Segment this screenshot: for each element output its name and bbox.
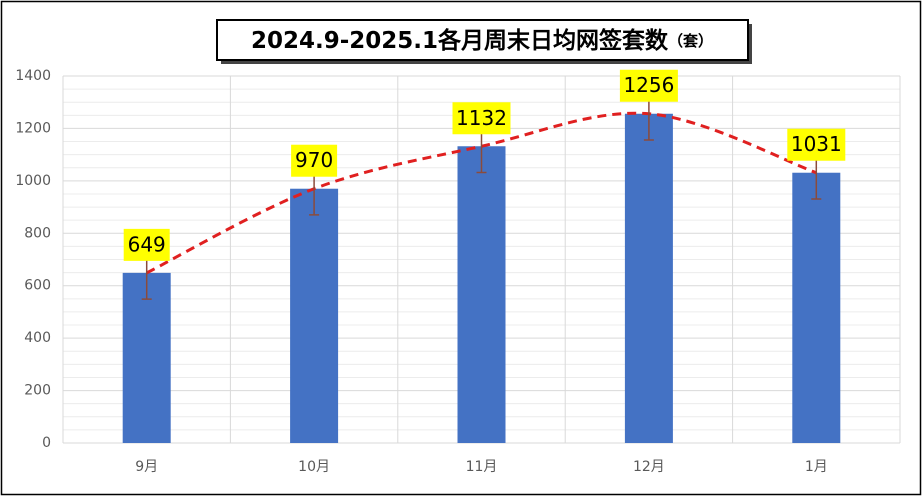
bar: [457, 146, 506, 444]
x-tick-label: 11月: [466, 459, 498, 475]
y-tick-label: 600: [24, 278, 51, 294]
value-label-bg: [787, 128, 846, 161]
x-tick-label: 9月: [135, 459, 158, 475]
title-box: [216, 19, 749, 61]
value-label-bg: [123, 228, 170, 261]
chart-title: 2024.9-2025.1各月周末日均网签套数（套）: [251, 27, 713, 54]
y-tick-label: 800: [24, 225, 51, 241]
x-tick-label: 10月: [298, 459, 330, 475]
y-tick-label: 200: [24, 383, 51, 399]
title-text: 2024.9-2025.1各月周末日均网签套数: [251, 27, 669, 54]
value-label-bg: [619, 69, 678, 102]
y-tick-label: 0: [42, 435, 51, 451]
value-label: 649: [128, 232, 166, 256]
y-tick-label: 1200: [15, 120, 51, 136]
y-tick-label: 1400: [15, 68, 51, 84]
bar: [122, 272, 171, 443]
value-label: 1031: [791, 132, 842, 156]
value-label-bg: [291, 144, 338, 177]
value-label: 1256: [623, 73, 674, 97]
y-tick-label: 1000: [15, 173, 51, 189]
y-tick-label: 400: [24, 330, 51, 346]
bar: [792, 172, 841, 443]
x-tick-label: 12月: [633, 459, 665, 475]
x-tick-label: 1月: [805, 459, 828, 475]
value-label-bg: [452, 102, 511, 135]
value-label: 1132: [456, 106, 507, 130]
value-label: 970: [295, 148, 333, 172]
bar: [290, 188, 339, 443]
bar: [624, 113, 673, 444]
title-unit: （套）: [668, 32, 713, 50]
